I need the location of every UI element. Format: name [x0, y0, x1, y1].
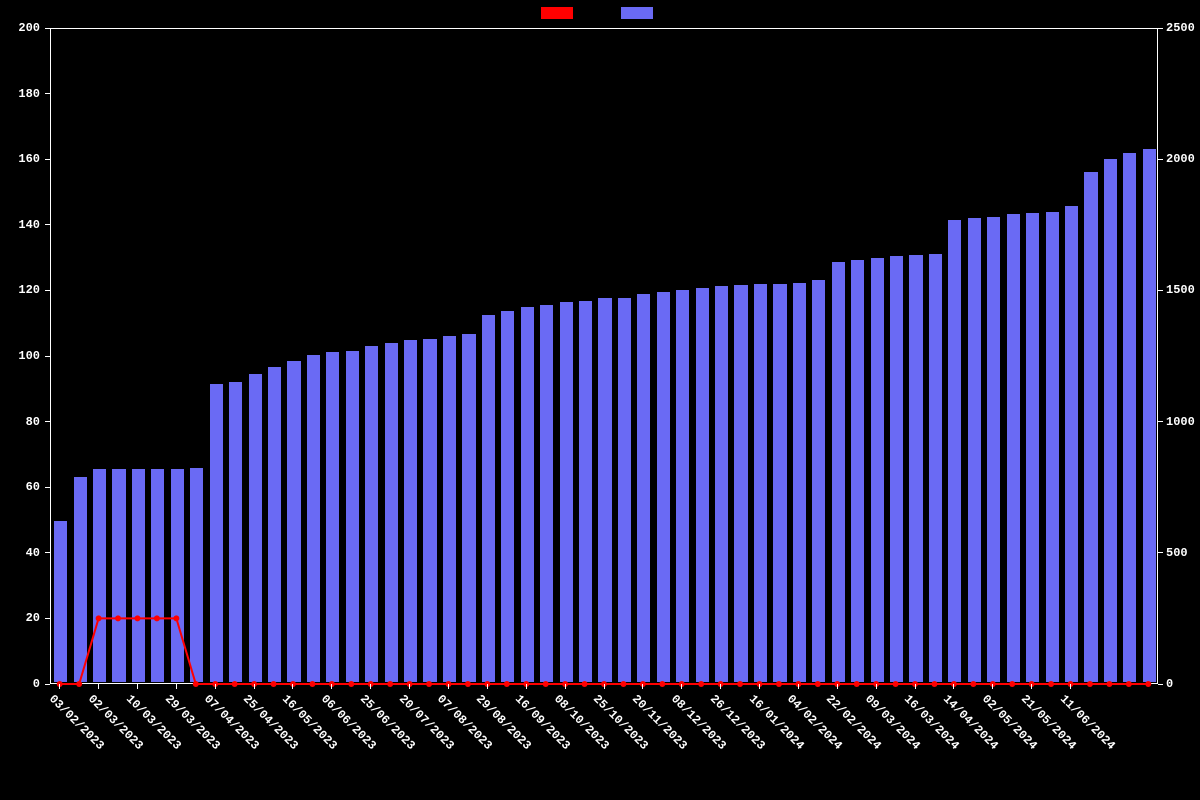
- bar: [1006, 213, 1021, 683]
- y-right-tick-label: 2000: [1166, 152, 1195, 166]
- bar: [345, 350, 360, 683]
- bar: [92, 468, 107, 683]
- dual-axis-chart: 0204060801001201401601802000500100015002…: [0, 0, 1200, 800]
- y-right-tick-label: 0: [1166, 677, 1173, 691]
- y-left-tick-label: 40: [0, 546, 40, 560]
- y-left-tick-label: 100: [0, 349, 40, 363]
- bar: [364, 345, 379, 683]
- legend-swatch-line: [540, 6, 574, 20]
- plot-area: [50, 28, 1158, 684]
- y-left-tick-label: 0: [0, 677, 40, 691]
- bar: [131, 468, 146, 683]
- y-left-tick-label: 140: [0, 218, 40, 232]
- bar: [617, 297, 632, 683]
- bar: [422, 338, 437, 683]
- y-right-tick-label: 1000: [1166, 415, 1195, 429]
- bar: [986, 216, 1001, 683]
- legend-item-bars: [620, 6, 660, 20]
- bar: [209, 383, 224, 683]
- legend-swatch-bars: [620, 6, 654, 20]
- y-left-tick-label: 80: [0, 415, 40, 429]
- bar: [675, 289, 690, 683]
- bar: [461, 333, 476, 683]
- bar: [248, 373, 263, 683]
- y-right-tick-label: 1500: [1166, 283, 1195, 297]
- bar: [520, 306, 535, 683]
- bar: [403, 339, 418, 683]
- bar: [500, 310, 515, 683]
- bar: [714, 285, 729, 683]
- bar: [967, 217, 982, 683]
- bar: [286, 360, 301, 683]
- bar: [636, 293, 651, 683]
- bar: [325, 351, 340, 683]
- bar: [1103, 158, 1118, 683]
- bar: [267, 366, 282, 684]
- bar: [559, 301, 574, 683]
- bar: [928, 253, 943, 683]
- bar: [442, 335, 457, 683]
- bar: [578, 300, 593, 683]
- bar: [870, 257, 885, 683]
- bar: [908, 254, 923, 683]
- bar: [228, 381, 243, 683]
- bar: [539, 304, 554, 683]
- bar: [1064, 205, 1079, 683]
- bar: [170, 468, 185, 683]
- bar: [811, 279, 826, 683]
- y-left-tick-label: 20: [0, 611, 40, 625]
- bar: [947, 219, 962, 683]
- bar: [1045, 211, 1060, 683]
- bar: [695, 287, 710, 683]
- y-right-tick-label: 500: [1166, 546, 1188, 560]
- bar: [733, 284, 748, 683]
- legend-item-line: [540, 6, 580, 20]
- y-left-tick-label: 160: [0, 152, 40, 166]
- bar: [189, 467, 204, 683]
- bar: [656, 291, 671, 683]
- bar: [73, 476, 88, 683]
- bar: [111, 468, 126, 683]
- bar: [53, 520, 68, 683]
- bar: [1083, 171, 1098, 683]
- bar: [384, 342, 399, 683]
- bar: [889, 255, 904, 683]
- y-left-tick-label: 60: [0, 480, 40, 494]
- y-left-tick-label: 200: [0, 21, 40, 35]
- bar: [850, 259, 865, 683]
- bar: [481, 314, 496, 683]
- y-left-tick-label: 180: [0, 87, 40, 101]
- bar: [597, 297, 612, 683]
- legend: [0, 6, 1200, 20]
- bar: [306, 354, 321, 683]
- bar: [792, 282, 807, 683]
- y-left-tick-label: 120: [0, 283, 40, 297]
- bar: [1122, 152, 1137, 683]
- bar: [1142, 148, 1157, 683]
- bar: [831, 261, 846, 683]
- bar: [772, 283, 787, 683]
- bar: [150, 468, 165, 683]
- bar: [1025, 212, 1040, 683]
- bar: [753, 283, 768, 683]
- y-right-tick-label: 2500: [1166, 21, 1195, 35]
